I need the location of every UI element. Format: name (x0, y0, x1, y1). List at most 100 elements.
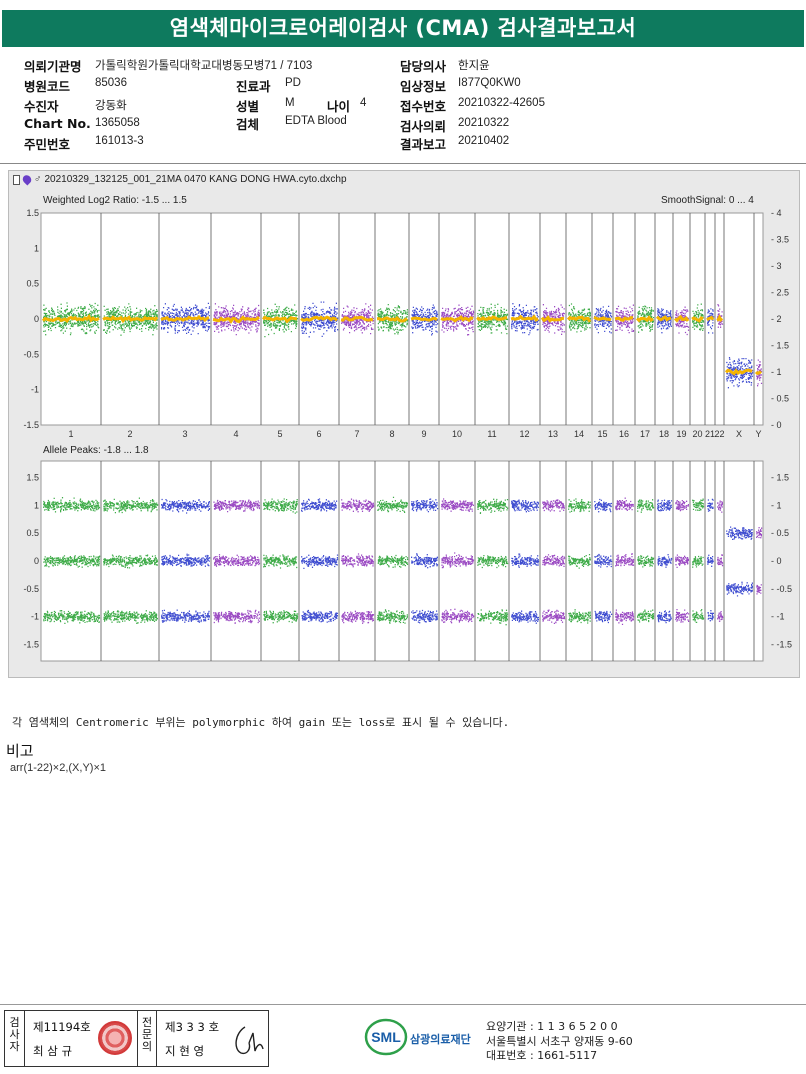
allele-tick-right-6: - -1.5 (771, 639, 792, 649)
smooth-signal-chr-17 (635, 315, 654, 323)
chip-icon (13, 174, 20, 185)
allele-points-chr-14 (568, 498, 591, 624)
allele-points-chr-3 (161, 498, 211, 624)
log2-tick-label-4: -0.5 (23, 349, 39, 359)
smooth-signal-chr-3 (160, 314, 210, 323)
allele-tick-left-6: -1.5 (23, 639, 39, 649)
smooth-signal-chr-12 (510, 314, 539, 322)
receipt-label: 접수번호 (400, 99, 447, 114)
allele-points-chr-17 (637, 499, 655, 623)
allele-tick-right-2: - 0.5 (771, 528, 789, 538)
age-label: 나이 (327, 99, 351, 114)
patient-value: 강동화 (95, 100, 127, 112)
file-row: ♂ 20210329_132125_001_21MA 0470 KANG DON… (13, 173, 347, 186)
allele-points-chr-8 (377, 496, 409, 624)
allele-points-chr-10 (441, 498, 475, 624)
reviewer-no: 제3 3 3 호 (165, 1020, 220, 1034)
smooth-signal-chr-4 (212, 315, 260, 324)
allele-peaks-label: Allele Peaks: -1.8 ... 1.8 (43, 445, 149, 456)
chart-no-label: Chart No. (24, 116, 91, 131)
examiner-label: 검사자 (5, 1011, 25, 1066)
smooth-tick-label-2: - 3 (771, 261, 782, 271)
smooth-signal-chr-18 (655, 315, 672, 322)
smooth-signal-chr-7 (340, 315, 374, 322)
chromosome-label-22: 22 (714, 429, 724, 439)
chromosome-label-13: 13 (548, 429, 558, 439)
smooth-signal-chr-11 (476, 315, 508, 321)
sex-value: M (285, 97, 295, 109)
institution-value: 가톨릭학원가톨릭대학교대병동모병71 / 7103 (95, 60, 313, 72)
log2-tick-label-3: 0 (34, 314, 39, 324)
allele-tick-right-3: - 0 (771, 556, 782, 566)
allele-tick-right-4: - -0.5 (771, 584, 792, 594)
chromosome-label-20: 20 (692, 429, 702, 439)
chromosome-label-6: 6 (316, 429, 321, 439)
smooth-signal-label: SmoothSignal: 0 ... 4 (661, 195, 754, 206)
allele-points-chr-7 (341, 498, 375, 624)
patient-label: 수진자 (24, 99, 59, 114)
smooth-signal-chr-16 (614, 316, 634, 323)
clinical-label: 임상정보 (400, 79, 447, 94)
allele-tick-right-1: - 1 (771, 500, 782, 510)
chromosome-label-3: 3 (182, 429, 187, 439)
log2-points-chr-Y (756, 359, 763, 387)
reviewer-label: 전문의 (137, 1011, 157, 1066)
chromosome-label-16: 16 (619, 429, 629, 439)
chromosome-label-15: 15 (597, 429, 607, 439)
smooth-signal-chr-9 (410, 316, 438, 322)
allele-points-chr-13 (542, 499, 566, 625)
allele-points-chr-6 (301, 498, 339, 623)
chromosome-label-7: 7 (354, 429, 359, 439)
signature-box: 검사자 제11194호 최 삼 규 전문의 제3 3 3 호 지 현 영 (4, 1010, 269, 1067)
allele-points-chr-22 (717, 500, 724, 622)
log2-tick-label-5: -1 (31, 385, 39, 395)
smooth-tick-label-3: - 2.5 (771, 288, 789, 298)
allele-tick-left-3: 0 (34, 556, 39, 566)
smooth-signal-chr-14 (566, 315, 592, 323)
allele-points-chr-4 (213, 499, 261, 624)
smooth-signal-chr-1 (41, 313, 100, 324)
allele-tick-left-0: 1.5 (26, 473, 39, 483)
allele-tick-left-4: -0.5 (23, 584, 39, 594)
report-title: 염색체마이크로어레이검사 (CMA) 검사결과보고서 (2, 10, 804, 47)
chromosome-label-18: 18 (659, 429, 669, 439)
allele-points-chr-18 (657, 499, 673, 624)
allele-tick-right-0: - 1.5 (771, 473, 789, 483)
smooth-signal-chr-5 (261, 315, 298, 324)
hospital-code-value: 85036 (95, 77, 127, 89)
smooth-tick-label-1: - 3.5 (771, 235, 789, 245)
remarks-text: arr(1-22)×2,(X,Y)×1 (10, 762, 106, 774)
allele-tick-right-5: - -1 (771, 612, 785, 622)
chromosome-label-X: X (736, 429, 742, 439)
smooth-tick-label-7: - 0.5 (771, 394, 789, 404)
smooth-signal-chr-2 (102, 315, 159, 324)
centromere-note: 각 염색체의 Centromeric 부위는 polymorphic 하여 ga… (12, 716, 510, 729)
chromosome-label-5: 5 (277, 429, 282, 439)
result-label: 결과보고 (400, 137, 447, 152)
resident-no-value: 161013-3 (95, 135, 144, 147)
log2-tick-label-0: 1.5 (26, 208, 39, 218)
clinical-value: I877Q0KW0 (458, 77, 521, 89)
chromosome-label-9: 9 (421, 429, 426, 439)
org-address: 서울특별시 서초구 양재동 9-60 (486, 1035, 633, 1048)
chromosome-label-4: 4 (233, 429, 238, 439)
cma-plot-frame: ♂ 20210329_132125_001_21MA 0470 KANG DON… (8, 170, 800, 678)
department-label: 진료과 (236, 79, 271, 94)
allele-points-chr-21 (707, 498, 714, 622)
smooth-tick-label-5: - 1.5 (771, 341, 789, 351)
allele-points-chr-19 (675, 499, 690, 623)
smooth-signal-chr-10 (440, 315, 474, 323)
smooth-signal-chr-6 (300, 315, 339, 322)
smooth-tick-label-0: - 4 (771, 208, 782, 218)
seal-stamp-icon (98, 1021, 132, 1055)
org-code: 요양기관 : 1 1 3 6 5 2 0 0 (486, 1020, 618, 1033)
allele-tick-left-2: 0.5 (26, 528, 39, 538)
cma-plot: 1.5 1 0.5 0 -0.5 -1 -1.5 - 4 - 3.5 - 3 - 2.5 - 2 - 1… (23, 208, 792, 662)
chart-no-value: 1365058 (95, 117, 140, 129)
result-value: 20210402 (458, 135, 510, 147)
smooth-signal-chr-22 (716, 314, 724, 323)
allele-tick-left-5: -1 (31, 612, 39, 622)
examiner-name: 최 삼 규 (33, 1044, 73, 1058)
chromosome-label-19: 19 (676, 429, 686, 439)
chromosome-label-14: 14 (574, 429, 584, 439)
